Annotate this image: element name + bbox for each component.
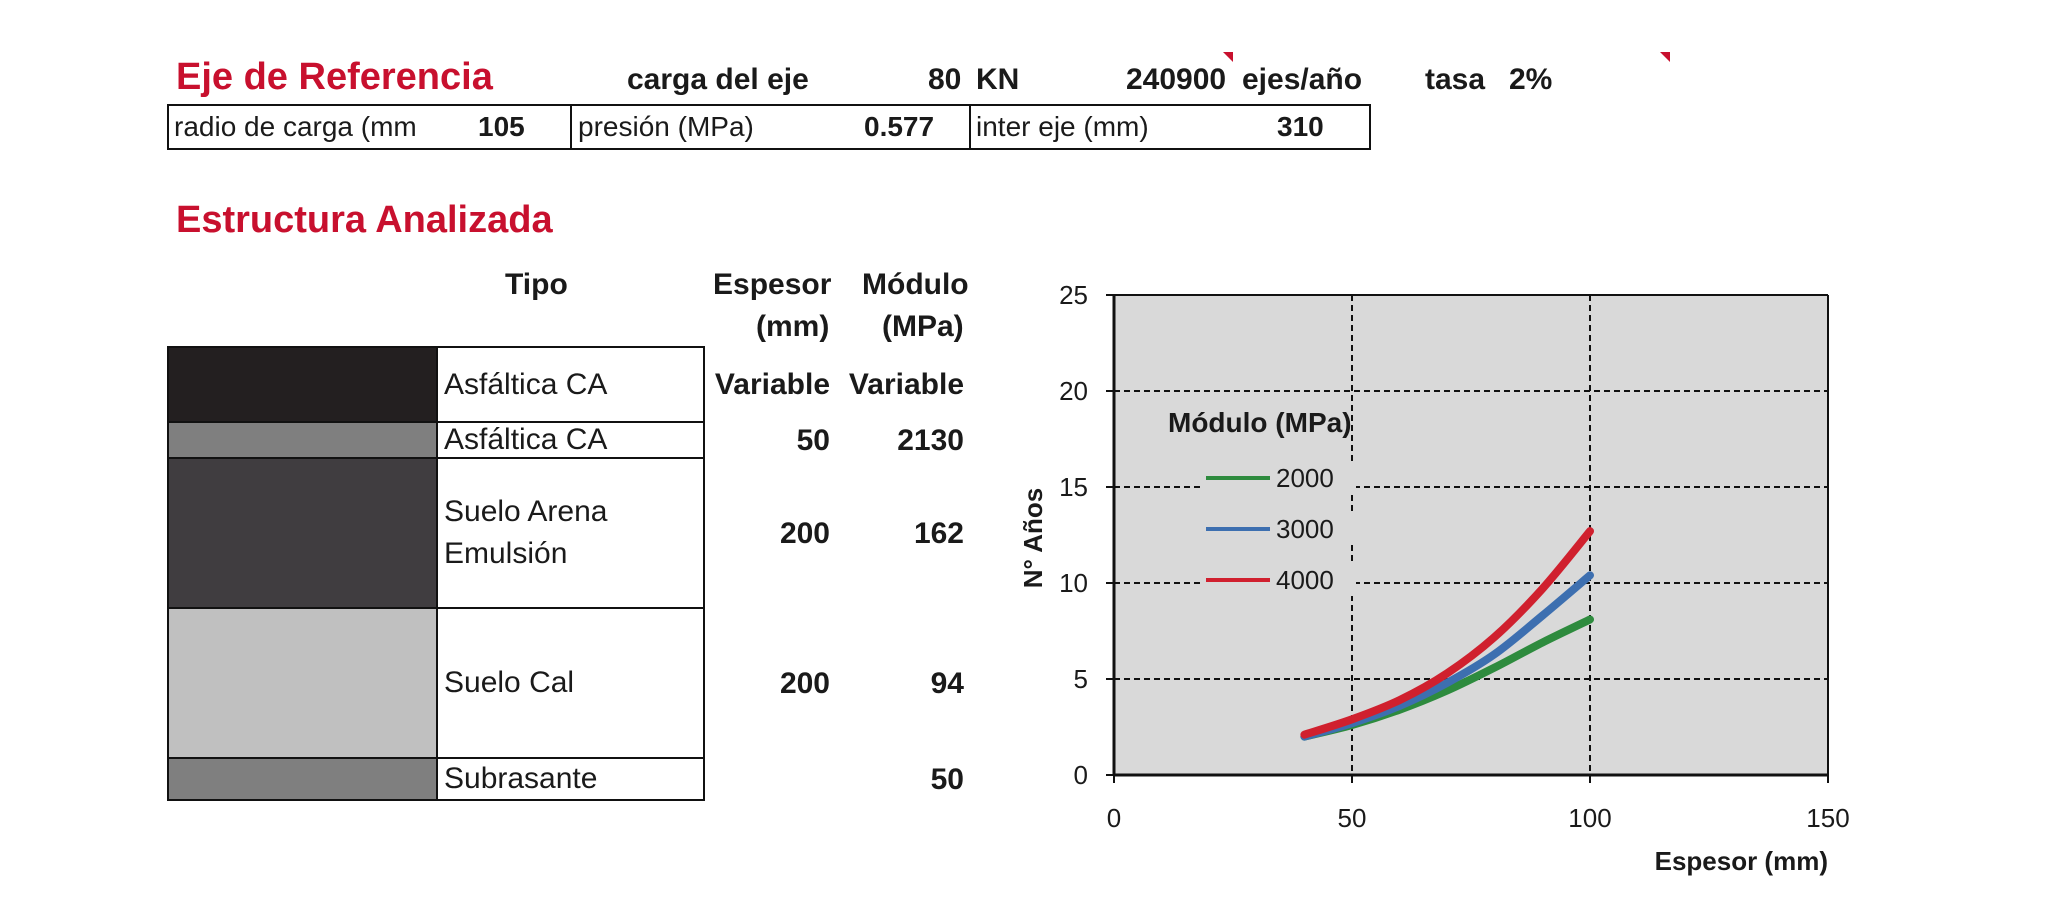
axle-spacing-label: inter eje (mm) xyxy=(976,111,1149,142)
layer-thickness: 50 xyxy=(796,424,830,457)
legend-title: Módulo (MPa) xyxy=(1168,407,1352,438)
series-line-4000 xyxy=(1300,527,1594,739)
layer-swatch xyxy=(167,421,438,459)
layer-type-line1: Suelo Arena xyxy=(444,495,608,528)
layer-modulus: 94 xyxy=(930,667,964,700)
axle-spacing-cell xyxy=(969,104,1371,150)
layer-modulus: 50 xyxy=(930,763,964,796)
modulus-unit-header: (MPa) xyxy=(882,310,964,343)
load-radius-value: 105 xyxy=(478,111,525,142)
pressure-label: presión (MPa) xyxy=(578,111,754,142)
y-tick-label: 25 xyxy=(1059,280,1088,310)
layer-type-cell: Suelo Arena Emulsión xyxy=(436,457,705,609)
y-tick-label: 15 xyxy=(1059,472,1088,502)
comment-marker xyxy=(1223,52,1233,62)
load-radius-label: radio de carga (mm xyxy=(174,111,417,142)
axles-per-year-unit: ejes/año xyxy=(1242,63,1363,96)
y-tick-label: 10 xyxy=(1059,568,1088,598)
legend-label-2000: 2000 xyxy=(1276,463,1334,493)
y-tick-label: 0 xyxy=(1074,760,1088,790)
y-tick-label: 20 xyxy=(1059,376,1088,406)
y-tick-label: 5 xyxy=(1074,664,1088,694)
layer-type-line2: Emulsión xyxy=(444,537,568,570)
layer-thickness: Variable xyxy=(714,368,830,401)
layer-modulus: Variable xyxy=(848,368,964,401)
x-tick-label: 0 xyxy=(1107,803,1121,833)
thickness-unit-header: (mm) xyxy=(756,310,830,343)
axle-load-value: 80 xyxy=(928,63,962,96)
layer-type: Asfáltica CA xyxy=(436,346,705,423)
comment-marker xyxy=(1660,52,1670,62)
layer-modulus: 2130 xyxy=(897,424,964,457)
axle-load-unit: KN xyxy=(976,63,1020,96)
layer-type: Suelo Cal xyxy=(436,607,705,759)
x-tick-label: 50 xyxy=(1338,803,1367,833)
rate-value: 2% xyxy=(1509,63,1553,96)
pressure-value: 0.577 xyxy=(864,111,935,142)
legend-label-3000: 3000 xyxy=(1276,514,1334,544)
rate-label: tasa xyxy=(1425,63,1486,96)
structure-title: Estructura Analizada xyxy=(176,199,553,241)
layer-type: Subrasante xyxy=(436,757,705,801)
type-header: Tipo xyxy=(505,268,568,301)
reference-title: Eje de Referencia xyxy=(176,56,493,98)
axle-load-label: carga del eje xyxy=(627,63,809,96)
x-tick-label: 150 xyxy=(1806,803,1849,833)
layer-thickness: 200 xyxy=(779,667,830,700)
layer-thickness: 200 xyxy=(779,517,830,550)
modulus-header: Módulo xyxy=(862,268,969,301)
layer-swatch xyxy=(167,607,438,759)
axles-per-year-value: 240900 xyxy=(1126,63,1227,96)
layer-swatch xyxy=(167,457,438,609)
layer-swatch xyxy=(167,757,438,801)
legend-label-4000: 4000 xyxy=(1276,565,1334,595)
layer-modulus: 162 xyxy=(913,517,964,550)
x-tick-label: 100 xyxy=(1568,803,1611,833)
y-axis-label: N° Años xyxy=(1018,488,1048,588)
thickness-header: Espesor xyxy=(713,268,832,301)
axle-spacing-value: 310 xyxy=(1277,111,1324,142)
x-axis-label: Espesor (mm) xyxy=(1655,846,1828,876)
